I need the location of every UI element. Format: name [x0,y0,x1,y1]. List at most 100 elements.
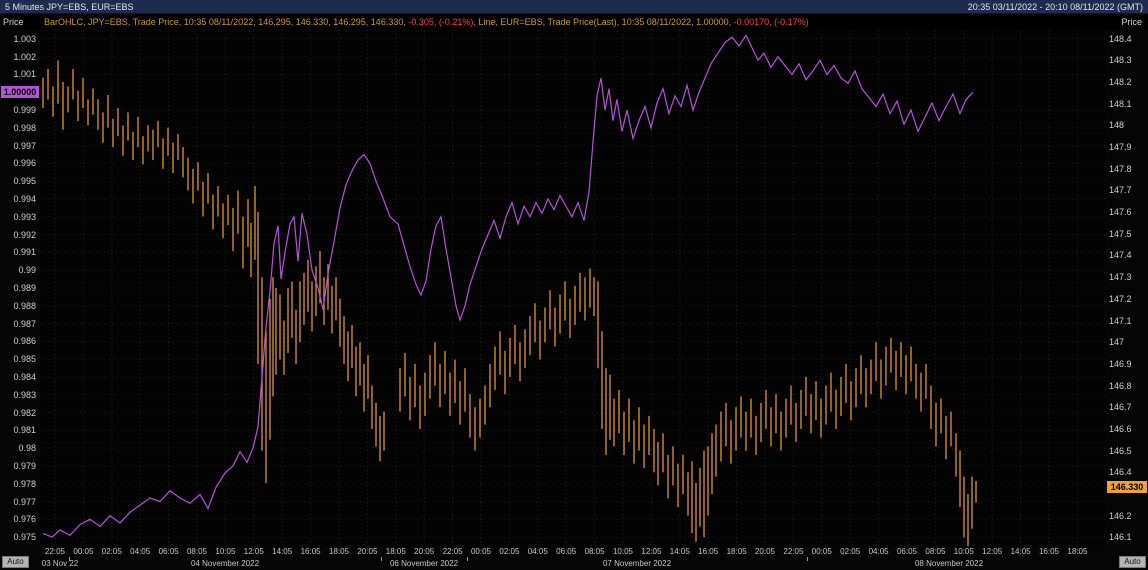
time-tick-label: 04:05 [527,547,548,556]
time-tick-label: 04:05 [130,547,151,556]
time-tick-label: 14:05 [272,547,293,556]
time-tick-label: 12:05 [243,547,264,556]
price-tick-label: 0.984 [13,371,36,382]
time-tick-label: 16:05 [1038,547,1060,556]
price-tick-label: 1.003 [13,33,36,44]
right-price-axis[interactable]: 148.4 148.3 148.2 148.1 148 147.9 147.8 147.7 14… [1106,30,1148,546]
price-tick-label: 148.4 [1109,33,1132,44]
time-tick-label: 10:05 [953,547,974,556]
time-tick-label: 12:05 [641,547,662,556]
price-tick-label: 146.1 [1109,532,1132,543]
time-tick-label: 18:05 [1067,547,1088,556]
left-axis-auto-button[interactable]: Auto [2,556,29,568]
right-axis-title: Price [1121,17,1142,27]
time-tick-label: 06:05 [896,547,918,556]
price-tick-label: 148.1 [1109,98,1132,109]
day-boundary-tick [381,557,382,561]
time-tick-label: 00:05 [73,547,94,556]
price-tick-label: 0.981 [13,425,36,436]
chart-time-range: 20:35 03/11/2022 - 20:10 08/11/2022 (GMT… [967,1,1143,12]
price-tick-label: 148.3 [1109,55,1132,66]
price-tick-label: 147.4 [1109,250,1132,261]
day-boundary-tick [467,557,468,561]
price-tick-label: 0.997 [13,140,36,151]
price-tick-label: 146.7 [1109,402,1132,413]
eur-last-price-tag: 1.00000 [1,86,39,99]
time-tick-label: 20:05 [357,547,378,556]
chart-title: 5 Minutes JPY=EBS, EUR=EBS [5,1,134,12]
price-tick-label: 0.996 [13,158,36,169]
price-tick-label: 0.978 [13,478,36,489]
price-tick-label: 0.98 [18,443,36,454]
time-tick-label: 18:05 [726,547,747,556]
time-tick-label: 22:05 [783,547,804,556]
eur-legend-text: Line, EUR=EBS, Trade Price(Last), 10:35 … [478,17,734,27]
time-tick-label: 02:05 [101,547,122,556]
price-tick-label: 0.982 [13,407,36,418]
price-tick-label: 0.985 [13,354,36,365]
legend-bar: Price BarOHLC, JPY=EBS, Trade Price, 10:… [0,14,1148,30]
date-axis: 03 Nov 22 04 November 2022 06 November 202… [0,557,1148,570]
price-tick-label: 0.995 [13,176,36,187]
price-tick-label: 0.975 [13,532,36,543]
date-tick-label: 06 November 2022 [389,559,459,568]
jpy-legend-change: -0.305, (-0.21%), [408,17,479,27]
price-tick-label: 0.99 [18,265,36,276]
time-tick-label: 22:05 [44,547,66,556]
chart-plot-area[interactable] [40,30,1106,546]
price-tick-label: 0.991 [13,247,36,258]
time-tick-label: 20:05 [754,547,776,556]
time-tick-label: 02:05 [840,547,861,556]
time-tick-label: 20:05 [414,547,435,556]
time-tick-label: 14:05 [669,547,690,556]
time-tick-label: 00:05 [470,547,492,556]
eur-legend-change: -0.00170, (-0.17%) [733,17,809,27]
price-tick-label: 0.994 [13,194,36,205]
price-tick-label: 0.983 [13,389,36,400]
price-tick-label: 0.986 [13,336,36,347]
price-tick-label: 147 [1109,337,1125,348]
price-tick-label: 146.6 [1109,423,1132,434]
day-boundary-tick [69,557,70,561]
time-tick-label: 10:05 [612,547,634,556]
price-tick-label: 147.1 [1109,315,1132,326]
price-tick-label: 146.9 [1109,358,1132,369]
price-tick-label: 0.998 [13,122,36,133]
price-tick-label: 147.5 [1109,228,1132,239]
price-tick-label: 0.977 [13,496,36,507]
jpy-last-price-tag: 146.330 [1107,481,1147,494]
day-boundary-tick [807,557,808,561]
time-tick-label: 06:05 [556,547,577,556]
price-tick-label: 0.999 [13,105,36,116]
price-tick-label: 0.976 [13,514,36,525]
jpy-legend-text: BarOHLC, JPY=EBS, Trade Price, 10:35 08/… [44,17,409,27]
price-tick-label: 0.993 [13,211,36,222]
time-tick-label: 02:05 [499,547,520,556]
date-tick-label: 07 November 2022 [602,559,672,568]
time-tick-label: 06:05 [158,547,179,556]
price-tick-label: 147.9 [1109,142,1132,153]
time-axis[interactable]: 22:05 00:05 02:05 04:05 06:05 08:05 10:05 12:05… [0,546,1148,557]
time-tick-label: 12:05 [982,547,1003,556]
date-tick-label: 03 Nov 22 [41,559,79,568]
price-tick-label: 0.987 [13,318,36,329]
time-tick-label: 08:05 [186,547,208,556]
price-tick-label: 0.989 [13,283,36,293]
price-tick-label: 146.4 [1109,467,1132,478]
price-tick-label: 146.8 [1109,380,1132,391]
price-tick-label: 147.2 [1109,293,1132,304]
time-tick-label: 22:05 [442,547,463,556]
date-tick-label: 08 November 2022 [914,559,984,568]
date-tick-label: 04 November 2022 [190,559,260,568]
price-tick-label: 147.6 [1109,207,1132,218]
time-tick-label: 08:05 [584,547,605,556]
price-tick-label: 0.992 [13,229,36,240]
series-legend[interactable]: BarOHLC, JPY=EBS, Trade Price, 10:35 08/… [44,14,809,30]
left-price-axis[interactable]: 1.003 1.002 1.001 0.999 0.998 0.997 0.996 0.995… [0,30,40,546]
time-tick-label: 14:05 [1010,547,1031,556]
price-tick-label: 146.5 [1109,445,1132,456]
price-tick-label: 147.8 [1109,163,1132,174]
right-axis-auto-button[interactable]: Auto [1119,556,1146,568]
price-tick-label: 148 [1109,120,1125,131]
price-tick-label: 1.001 [13,69,36,80]
